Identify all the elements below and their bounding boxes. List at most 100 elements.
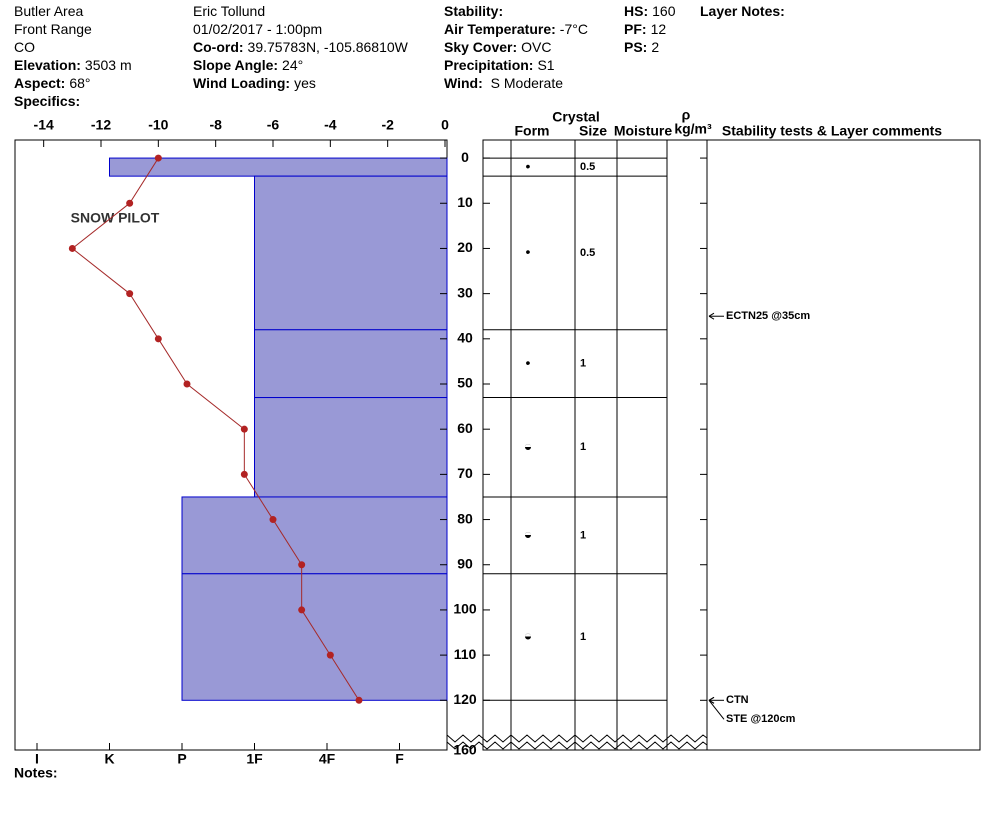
y-tick-label: 100 <box>453 601 477 617</box>
field-label: PF: <box>624 21 647 37</box>
header-field: Elevation: 3503 m <box>14 57 132 73</box>
field-value: S Moderate <box>487 75 563 91</box>
y-tick-label: 40 <box>457 330 473 346</box>
hardness-label: K <box>104 751 114 767</box>
field-label: Stability: <box>444 3 503 19</box>
temperature-point <box>355 696 363 704</box>
y-tick-label: 60 <box>457 420 473 436</box>
y-tick-label: 70 <box>457 465 473 481</box>
table-header: Crystal <box>552 109 599 125</box>
header-field: Eric Tollund <box>193 3 265 19</box>
table-header: Form <box>515 123 550 139</box>
table-header: Stability tests & Layer comments <box>722 123 942 139</box>
x-tick-label: 0 <box>441 117 449 133</box>
arrow-head <box>708 696 715 704</box>
field-value: 3503 m <box>85 57 132 73</box>
field-label: Precipitation: <box>444 57 533 73</box>
field-value: 160 <box>652 3 676 19</box>
field-label: Aspect: <box>14 75 65 91</box>
comment-arrow <box>708 699 725 720</box>
table-header: ρ <box>682 107 691 123</box>
field-text: CO <box>14 39 35 55</box>
hardness-bar <box>181 496 448 575</box>
hardness-bar <box>181 573 448 701</box>
notes-label: Notes: <box>14 765 58 781</box>
header-field: PS: 2 <box>624 39 659 55</box>
field-text: Front Range <box>14 21 92 37</box>
field-value: 24° <box>282 57 303 73</box>
temperature-point <box>240 425 248 433</box>
comment-text: STE @120cm <box>726 713 796 725</box>
field-text: Butler Area <box>14 3 83 19</box>
y-tick-label: 20 <box>457 239 473 255</box>
y-tick-label: 110 <box>454 646 477 662</box>
field-label: Specifics: <box>14 93 80 109</box>
crystal-size: 0.5 <box>580 247 595 259</box>
crystal-form: ◒ <box>524 526 532 542</box>
x-tick-label: -2 <box>381 117 394 133</box>
comment-text: ECTN25 @35cm <box>726 310 810 322</box>
temperature-point <box>154 335 162 343</box>
arrow-head <box>708 312 715 320</box>
y-tick-label: 30 <box>457 284 473 300</box>
x-tick-label: -4 <box>324 117 337 133</box>
hardness-label: 1F <box>246 751 263 767</box>
x-tick-label: -10 <box>148 117 168 133</box>
header-field: Precipitation: S1 <box>444 57 555 73</box>
header-field: Slope Angle: 24° <box>193 57 303 73</box>
hardness-bar <box>254 397 448 498</box>
x-tick-label: -12 <box>91 117 111 133</box>
temperature-point <box>68 244 76 252</box>
header-field: Co-ord: 39.75783N, -105.86810W <box>193 39 409 55</box>
axis-break <box>446 734 708 743</box>
field-text: Eric Tollund <box>193 3 265 19</box>
y-tick-label: 120 <box>453 691 477 707</box>
crystal-form: ◒ <box>524 438 532 454</box>
comment-text: CTN <box>726 694 749 706</box>
header-field: Wind: S Moderate <box>444 75 563 91</box>
y-tick-label: 10 <box>457 194 473 210</box>
field-value: 39.75783N, -105.86810W <box>248 39 409 55</box>
axis-break-label: 160 <box>453 742 477 758</box>
table-header: Moisture <box>614 123 673 139</box>
header-field: Sky Cover: OVC <box>444 39 552 55</box>
header-field: Air Temperature: -7°C <box>444 21 588 37</box>
field-value: OVC <box>521 39 551 55</box>
hardness-bar <box>254 175 448 331</box>
hardness-label: P <box>177 751 186 767</box>
field-label: Slope Angle: <box>193 57 278 73</box>
y-tick-label: 50 <box>457 375 473 391</box>
logo: SNOW PILOT <box>71 210 160 226</box>
header-field: PF: 12 <box>624 21 666 37</box>
field-value: S1 <box>537 57 554 73</box>
hardness-label: F <box>395 751 404 767</box>
temperature-point <box>298 606 306 614</box>
field-label: Sky Cover: <box>444 39 517 55</box>
header-field: Wind Loading: yes <box>193 75 316 91</box>
field-value: yes <box>294 75 316 91</box>
temperature-point <box>126 290 134 298</box>
crystal-form: • <box>526 244 531 260</box>
header-field: Layer Notes: <box>700 3 785 19</box>
table-header: kg/m³ <box>674 121 712 137</box>
header-field: Specifics: <box>14 93 80 109</box>
hardness-label: 4F <box>319 751 336 767</box>
field-label: Elevation: <box>14 57 81 73</box>
y-tick-label: 0 <box>461 149 469 165</box>
crystal-form: ◒ <box>524 628 532 644</box>
field-label: PS: <box>624 39 647 55</box>
field-label: Wind: <box>444 75 483 91</box>
field-label: Co-ord: <box>193 39 244 55</box>
header-field: HS: 160 <box>624 3 676 19</box>
crystal-size: 1 <box>580 631 586 643</box>
temperature-point <box>240 470 248 478</box>
x-tick-label: -6 <box>267 117 280 133</box>
y-tick-label: 90 <box>457 555 473 571</box>
y-tick-label: 80 <box>457 510 473 526</box>
header-field: Stability: <box>444 3 503 19</box>
crystal-size: 1 <box>580 358 586 370</box>
x-tick-label: -8 <box>209 117 222 133</box>
crystal-form: • <box>526 158 531 174</box>
field-label: Air Temperature: <box>444 21 556 37</box>
